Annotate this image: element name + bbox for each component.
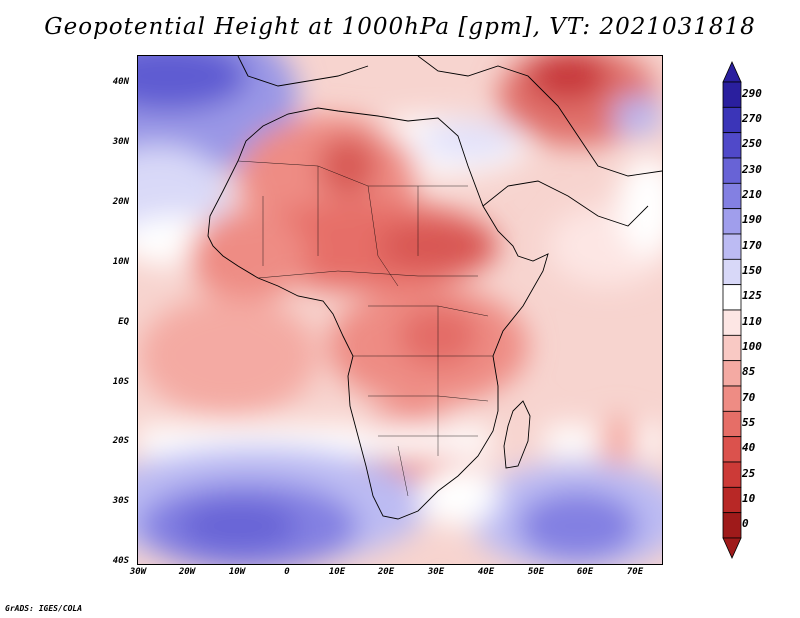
lat-label-eq: EQ — [118, 317, 129, 327]
map-title: Geopotential Height at 1000hPa [gpm], VT… — [44, 14, 756, 40]
colorbar-segment — [722, 410, 742, 438]
colorbar-tick-label: 210 — [742, 188, 762, 201]
lon-label-0: 0 — [284, 567, 290, 577]
colorbar-tick-label: 125 — [742, 289, 762, 303]
lon-label-60e: 60E — [576, 567, 594, 577]
lon-label-30e: 30E — [427, 567, 445, 577]
grads-credit: GrADS: IGES/COLA — [5, 604, 83, 613]
colorbar-segment — [722, 157, 742, 184]
colorbar-tick-label: 110 — [742, 314, 762, 328]
colorbar-segment — [722, 208, 742, 235]
lat-label-10n: 10N — [112, 257, 129, 267]
colorbar-tick-label: 270 — [742, 112, 762, 125]
colorbar-segment — [722, 309, 742, 336]
country-borders — [237, 160, 493, 497]
colorbar-tick-label: 150 — [742, 264, 762, 277]
colorbar-segment — [722, 360, 742, 387]
geopotential-map — [138, 56, 662, 564]
colorbar — [722, 61, 742, 559]
colorbar-segment — [722, 81, 742, 108]
colorbar-segment — [722, 436, 742, 463]
lon-label-10w: 10W — [228, 567, 246, 577]
colorbar-tick-label: 85 — [742, 365, 756, 379]
colorbar-tick-label: 10 — [742, 492, 756, 505]
lon-label-40e: 40E — [477, 567, 495, 577]
lat-label-30n: 30N — [112, 137, 129, 147]
colorbar-segment — [722, 182, 742, 210]
colorbar-tick-label: 55 — [742, 416, 756, 429]
lat-label-40n: 40N — [112, 77, 129, 87]
colorbar-tick-label: 290 — [742, 86, 762, 100]
colorbar-tick-label: 170 — [742, 238, 762, 252]
lat-label-30s: 30S — [112, 496, 129, 506]
colorbar-segment — [722, 258, 742, 286]
colorbar-bottom-arrow — [722, 537, 742, 559]
colorbar-tick-label: 0 — [742, 517, 749, 531]
colorbar-tick-label: 190 — [742, 213, 762, 227]
lon-label-70e: 70E — [626, 567, 644, 577]
colorbar-segment — [722, 233, 742, 260]
colorbar-top-arrow — [722, 61, 742, 83]
field-shading — [138, 56, 662, 564]
lon-label-20w: 20W — [178, 567, 196, 577]
colorbar-tick-label: 100 — [742, 340, 762, 353]
colorbar-segment — [722, 512, 742, 539]
colorbar-segment — [722, 486, 742, 514]
lon-label-50e: 50E — [527, 567, 545, 577]
lat-label-40s: 40S — [112, 556, 129, 566]
lon-label-20e: 20E — [377, 567, 395, 577]
lon-label-10e: 10E — [328, 567, 346, 577]
colorbar-tick-label: 40 — [742, 441, 756, 455]
colorbar-tick-label: 25 — [742, 466, 756, 480]
colorbar-tick-label: 70 — [742, 390, 756, 404]
lat-label-20n: 20N — [112, 197, 129, 207]
colorbar-segment — [722, 385, 742, 412]
coastlines — [207, 56, 662, 520]
colorbar-segment — [722, 334, 742, 362]
colorbar-segment — [722, 461, 742, 488]
colorbar-segment — [722, 106, 742, 134]
colorbar-tick-label: 230 — [742, 162, 762, 176]
colorbar-segment — [722, 132, 742, 159]
map-panel[interactable] — [137, 55, 663, 565]
colorbar-segment — [722, 284, 742, 311]
lat-label-20s: 20S — [112, 436, 129, 446]
lat-label-10s: 10S — [112, 377, 129, 387]
colorbar-tick-label: 250 — [742, 137, 762, 151]
lon-label-30w: 30W — [129, 567, 147, 577]
